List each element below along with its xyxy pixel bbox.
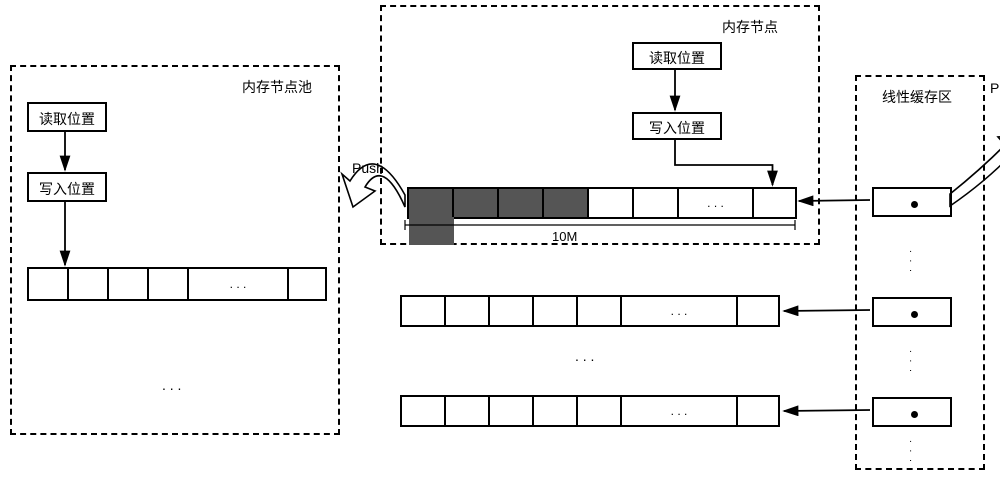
connectors-svg [0,0,1000,501]
